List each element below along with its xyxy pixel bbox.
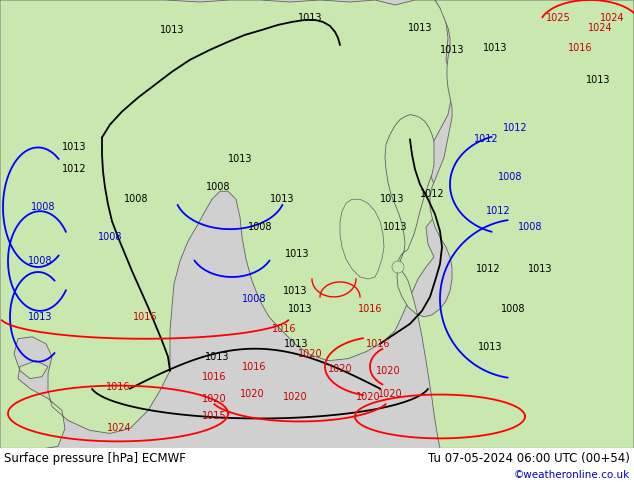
Polygon shape (0, 0, 452, 448)
Text: 1024: 1024 (600, 13, 624, 23)
Text: 1025: 1025 (546, 13, 571, 23)
Text: 1013: 1013 (527, 264, 552, 274)
Text: 1008: 1008 (28, 256, 52, 266)
Text: Tu 07-05-2024 06:00 UTC (00+54): Tu 07-05-2024 06:00 UTC (00+54) (428, 452, 630, 466)
Text: 1013: 1013 (383, 222, 407, 232)
Text: 1020: 1020 (202, 393, 226, 404)
Polygon shape (385, 0, 634, 448)
Text: 1013: 1013 (478, 342, 502, 352)
Text: 1012: 1012 (420, 189, 444, 199)
Text: 1008: 1008 (242, 294, 266, 304)
Text: 1012: 1012 (474, 134, 498, 145)
Text: 1008: 1008 (98, 232, 122, 242)
Text: 1012: 1012 (61, 164, 86, 174)
Text: 1016: 1016 (366, 339, 391, 349)
Text: 1024: 1024 (107, 423, 131, 434)
Text: 1020: 1020 (376, 366, 400, 376)
Text: 1013: 1013 (205, 352, 230, 362)
Text: 1020: 1020 (240, 389, 264, 398)
Text: 1013: 1013 (283, 286, 307, 296)
Text: 1016: 1016 (568, 43, 592, 53)
Text: 1013: 1013 (269, 194, 294, 204)
Circle shape (392, 261, 404, 273)
Text: 1012: 1012 (476, 264, 500, 274)
Text: 1013: 1013 (28, 312, 52, 322)
Text: 1013: 1013 (380, 194, 404, 204)
Text: 1016: 1016 (106, 382, 130, 392)
Text: 1016: 1016 (272, 324, 296, 334)
Text: 1008: 1008 (31, 202, 55, 212)
Text: 1013: 1013 (586, 74, 611, 85)
Text: 1024: 1024 (588, 23, 612, 33)
Text: 1020: 1020 (328, 364, 353, 374)
Text: 1020: 1020 (356, 392, 380, 401)
Text: 1013: 1013 (285, 249, 309, 259)
Text: 1013: 1013 (61, 143, 86, 152)
Text: 1008: 1008 (248, 222, 272, 232)
Text: 1016: 1016 (242, 362, 266, 371)
Text: 1020: 1020 (298, 349, 322, 359)
Text: 1008: 1008 (206, 182, 230, 192)
Text: 1012: 1012 (503, 122, 527, 132)
Text: 1013: 1013 (440, 45, 464, 55)
Text: 1020: 1020 (283, 392, 307, 401)
Text: 1012: 1012 (486, 206, 510, 216)
Text: 1020: 1020 (378, 389, 403, 398)
Text: 1013: 1013 (228, 154, 252, 165)
Text: 1013: 1013 (284, 339, 308, 349)
Text: 1013: 1013 (298, 13, 322, 23)
Text: 1013: 1013 (482, 43, 507, 53)
Text: 1008: 1008 (501, 304, 525, 314)
Text: 1016: 1016 (202, 371, 226, 382)
Text: Surface pressure [hPa] ECMWF: Surface pressure [hPa] ECMWF (4, 452, 186, 466)
Text: 1013: 1013 (408, 23, 432, 33)
Text: 1013: 1013 (160, 25, 184, 35)
Text: 1013: 1013 (288, 304, 313, 314)
Text: ©weatheronline.co.uk: ©weatheronline.co.uk (514, 470, 630, 480)
Polygon shape (340, 199, 384, 279)
Text: 1008: 1008 (124, 194, 148, 204)
Text: 1016: 1016 (133, 312, 157, 322)
Text: 1008: 1008 (518, 222, 542, 232)
Text: 1016: 1016 (358, 304, 382, 314)
Text: 1008: 1008 (498, 172, 522, 182)
Text: 1015: 1015 (202, 412, 226, 421)
